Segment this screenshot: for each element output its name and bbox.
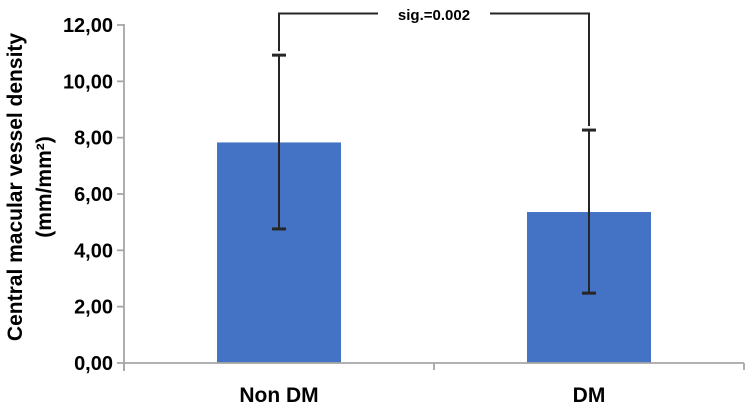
y-tick-label-0,00: 0,00 [74,353,113,375]
y-tick-label-8,00: 8,00 [74,128,113,150]
y-tick-label-10,00: 10,00 [63,71,113,93]
category-label-dm: DM [573,384,606,407]
y-tick-label-12,00: 12,00 [63,15,113,37]
y-tick-label-4,00: 4,00 [74,240,113,262]
significance-label: sig.=0.002 [398,7,470,24]
category-label-non-dm: Non DM [239,384,318,407]
y-tick-label-2,00: 2,00 [74,297,113,319]
y-tick-label-6,00: 6,00 [74,184,113,206]
